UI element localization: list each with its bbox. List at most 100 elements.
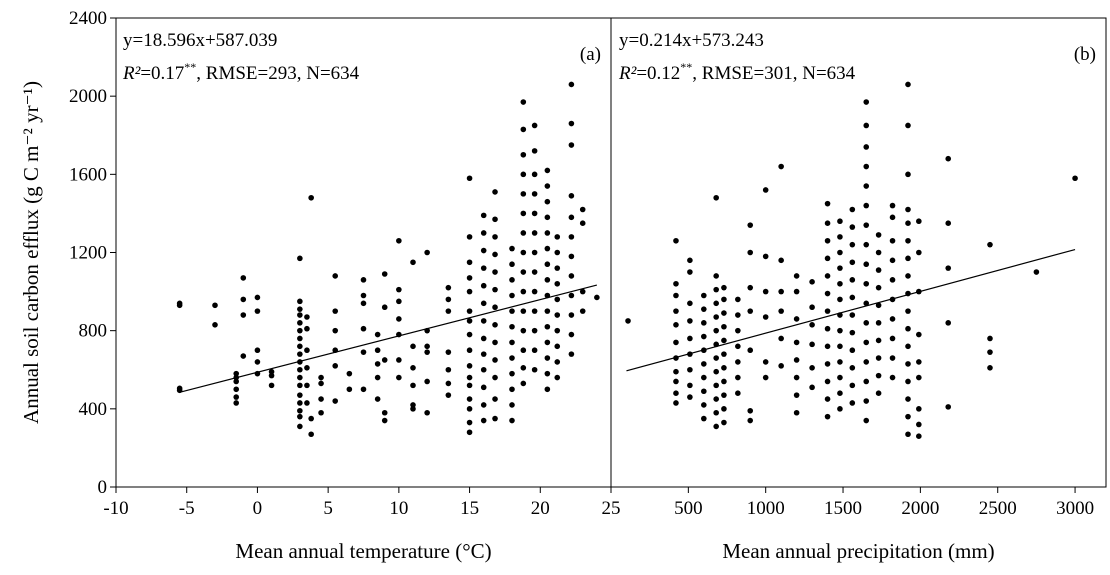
data-point — [254, 359, 261, 365]
data-point — [905, 343, 911, 350]
data-point — [466, 419, 473, 426]
data-point — [304, 364, 310, 371]
data-point — [492, 396, 498, 402]
data-point — [480, 384, 487, 391]
data-point — [579, 288, 586, 295]
data-point — [308, 194, 314, 201]
data-point — [701, 333, 707, 340]
data-point — [863, 339, 870, 346]
data-point — [554, 312, 561, 318]
data-point — [713, 273, 719, 279]
data-point — [480, 417, 487, 424]
data-point — [531, 171, 538, 178]
data-point — [268, 372, 275, 379]
data-point — [863, 163, 870, 170]
data-point — [531, 308, 538, 314]
data-point — [701, 320, 707, 326]
data-point — [778, 288, 784, 295]
data-point — [318, 396, 324, 402]
data-point — [233, 386, 240, 393]
data-point — [916, 433, 922, 439]
data-point — [875, 372, 882, 379]
data-point — [824, 290, 831, 297]
data-point — [875, 337, 882, 344]
data-point — [176, 300, 183, 307]
data-point — [544, 339, 551, 346]
data-point — [520, 308, 527, 314]
stats-b: R²=0.12**, RMSE=301, N=634 — [618, 60, 856, 84]
significance-b: ** — [680, 60, 692, 74]
data-point — [554, 359, 561, 365]
data-point — [889, 374, 896, 381]
data-point — [480, 366, 487, 373]
data-point — [466, 347, 473, 354]
data-point — [297, 382, 303, 389]
data-point — [713, 327, 719, 334]
data-point — [396, 316, 402, 322]
data-point — [863, 222, 870, 228]
data-point — [492, 374, 498, 381]
data-point — [381, 304, 388, 311]
data-point — [492, 234, 498, 240]
y-tick-label: 2400 — [69, 8, 107, 29]
data-point — [809, 341, 815, 348]
data-point — [735, 359, 741, 365]
data-point — [297, 255, 303, 262]
data-point — [297, 392, 303, 398]
data-point — [863, 261, 870, 268]
data-point — [297, 298, 303, 305]
data-point — [410, 382, 416, 389]
data-point — [721, 284, 727, 291]
data-point — [424, 378, 430, 385]
x-tick-label: 1000 — [747, 498, 785, 519]
data-point — [579, 308, 586, 314]
data-point — [554, 327, 561, 334]
data-point — [360, 277, 367, 283]
data-point — [297, 335, 303, 342]
data-point — [554, 249, 561, 256]
data-point — [778, 308, 784, 314]
data-point — [863, 378, 870, 385]
data-point — [793, 392, 800, 398]
data-point — [346, 370, 353, 377]
data-point — [863, 359, 870, 365]
data-point — [945, 404, 952, 410]
data-point — [809, 304, 815, 311]
fit-line-a — [179, 284, 598, 393]
data-point — [297, 374, 303, 381]
data-point — [568, 273, 575, 279]
x-tick-label: 5 — [323, 498, 333, 519]
data-point — [520, 230, 527, 236]
data-point — [509, 339, 515, 346]
data-point — [568, 292, 575, 299]
data-point — [889, 257, 896, 264]
data-point — [480, 402, 487, 408]
data-point — [509, 386, 515, 393]
data-point — [520, 191, 527, 197]
data-point — [554, 234, 561, 240]
data-point — [905, 122, 911, 129]
data-point — [466, 382, 473, 389]
data-point — [318, 374, 324, 381]
data-point — [466, 275, 473, 281]
data-point — [424, 349, 430, 355]
data-point — [687, 300, 693, 307]
data-point — [905, 220, 911, 226]
data-point — [346, 386, 353, 393]
data-point — [520, 347, 527, 354]
data-point — [721, 419, 727, 426]
data-point — [713, 396, 719, 402]
data-point — [424, 409, 430, 416]
data-point — [687, 366, 693, 373]
data-point — [875, 232, 882, 238]
data-point — [673, 378, 679, 385]
data-point — [713, 409, 719, 416]
data-point — [492, 216, 498, 223]
data-point — [360, 292, 367, 299]
data-point — [297, 400, 303, 406]
data-point — [809, 279, 815, 285]
data-point — [945, 155, 952, 162]
data-point — [721, 351, 727, 357]
data-point — [905, 255, 911, 262]
data-point — [492, 189, 498, 195]
